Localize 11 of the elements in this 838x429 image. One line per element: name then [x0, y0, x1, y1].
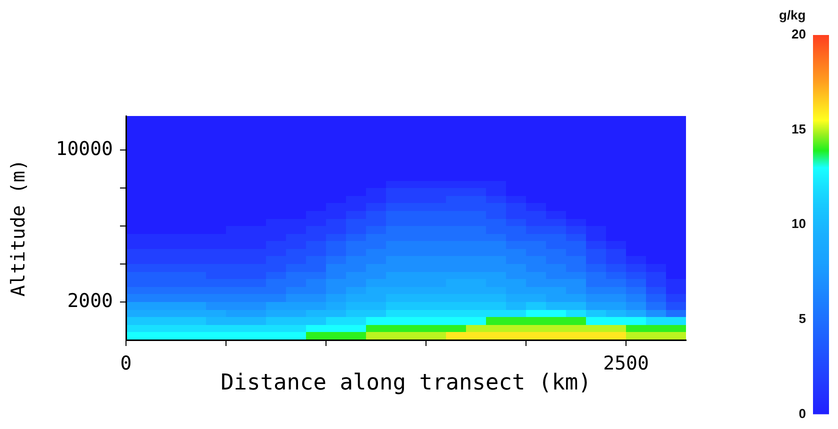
color-bar-label: 5: [798, 310, 806, 326]
color-bar-label: 15: [792, 121, 806, 136]
color-bar-label: 20: [792, 26, 806, 42]
color-bar-title: g/kg: [779, 7, 806, 22]
y-tick-label: 2000: [67, 290, 113, 312]
x-tick-label: 2500: [603, 352, 649, 374]
y-axis-title: Altitude (m): [7, 159, 30, 297]
x-axis-title: Distance along transect (km): [220, 370, 592, 396]
color-bar-label: 0: [798, 406, 806, 421]
y-tick-label: 10000: [56, 138, 113, 160]
color-bar-label: 10: [792, 216, 806, 232]
